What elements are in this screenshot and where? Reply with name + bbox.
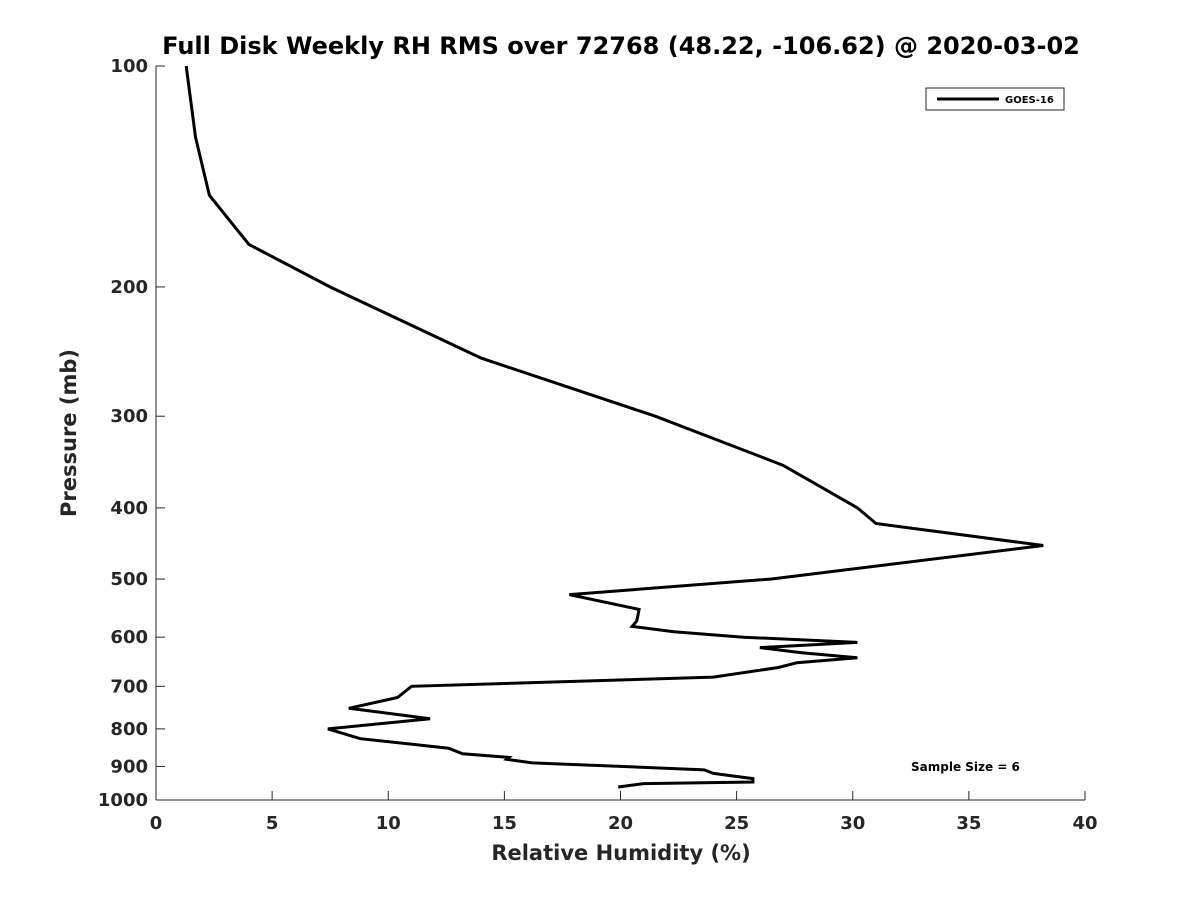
x-tick-label: 0 — [150, 813, 163, 834]
y-tick-label: 500 — [110, 569, 148, 590]
sample-size-annotation: Sample Size = 6 — [911, 760, 1020, 774]
x-tick-label: 30 — [840, 813, 865, 834]
x-tick-label: 15 — [492, 813, 517, 834]
x-tick-label: 20 — [608, 813, 633, 834]
y-tick-label: 400 — [110, 498, 148, 519]
legend-entry-goes-16: GOES-16 — [1005, 95, 1054, 106]
chart-title: Full Disk Weekly RH RMS over 72768 (48.2… — [162, 32, 1080, 60]
x-axis-label: Relative Humidity (%) — [491, 841, 750, 865]
x-tick-label: 25 — [724, 813, 749, 834]
y-tick-label: 200 — [110, 277, 148, 298]
y-tick-label: 1000 — [98, 790, 148, 811]
y-tick-label: 800 — [110, 719, 148, 740]
series-group — [184, 65, 1044, 789]
y-axis-label: Pressure (mb) — [57, 349, 81, 517]
x-tick-label: 5 — [266, 813, 279, 834]
legend: GOES-16 — [925, 87, 1065, 111]
series-line-goes-16 — [184, 65, 1044, 789]
y-tick-label: 600 — [110, 627, 148, 648]
y-tick-label: 300 — [110, 406, 148, 427]
y-axis-ticks: 100 200 300 400 500 600 700 800 900 1000 — [98, 56, 165, 811]
x-axis-ticks: 0 5 10 15 20 25 30 35 40 — [150, 791, 1098, 834]
y-tick-label: 900 — [110, 756, 148, 777]
x-tick-label: 35 — [956, 813, 981, 834]
y-tick-label: 100 — [110, 56, 148, 77]
y-tick-label: 700 — [110, 676, 148, 697]
x-tick-label: 40 — [1072, 813, 1097, 834]
x-tick-label: 10 — [376, 813, 401, 834]
